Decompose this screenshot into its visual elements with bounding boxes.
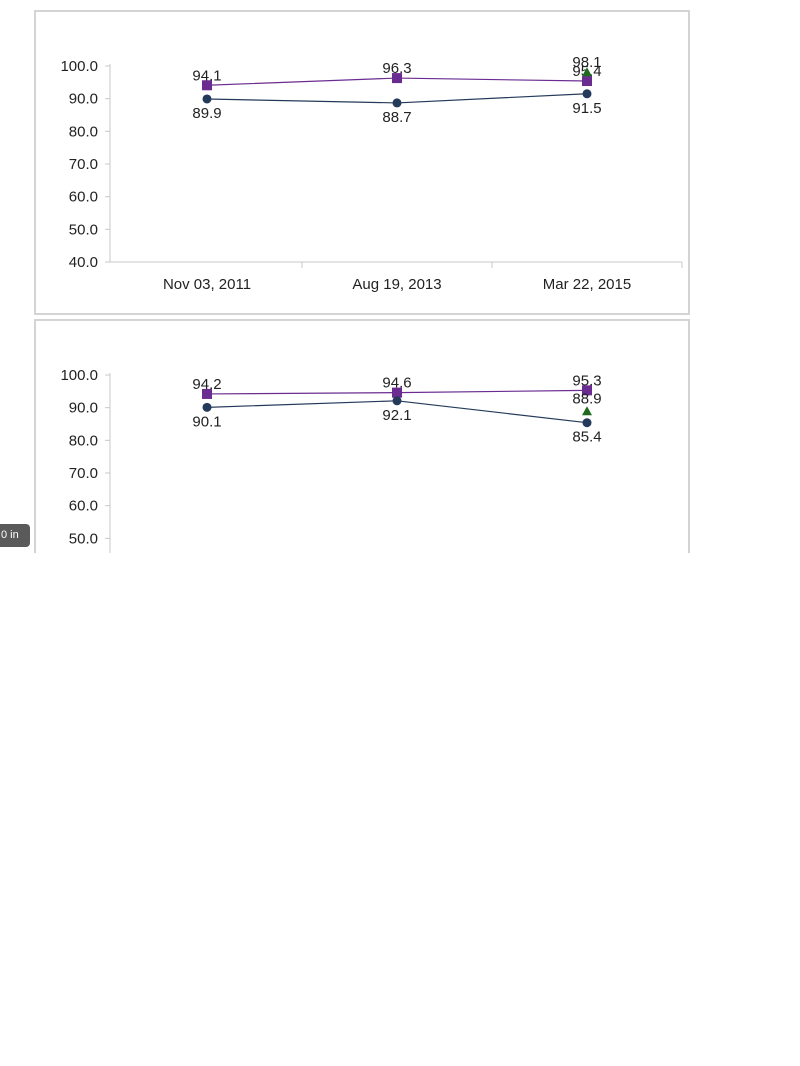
- data-point-square: [582, 385, 592, 396]
- y-tick-label: 40.0: [69, 254, 98, 271]
- data-label: 90.1: [192, 413, 221, 430]
- y-tick-label: 90.0: [69, 91, 98, 108]
- data-label: 85.4: [572, 429, 601, 446]
- y-tick-label: 70.0: [69, 465, 98, 482]
- y-tick-label: 60.0: [69, 189, 98, 206]
- data-label: 94.6: [382, 375, 411, 392]
- data-point-square: [202, 388, 212, 399]
- data-point-circle: [582, 418, 592, 428]
- data-point-circle: [392, 98, 402, 108]
- data-point-circle: [582, 89, 592, 99]
- x-tick-label: Nov 03, 2011: [163, 276, 251, 293]
- data-label: 88.9: [572, 390, 601, 407]
- y-tick-label: 50.0: [69, 221, 98, 238]
- chart-panel-2: 100.0 90.0 80.0 70.0 60.0 50.0 94.2 94.6 95.3 90.…: [34, 319, 690, 561]
- data-point-square: [392, 73, 402, 84]
- blank-area: [0, 553, 800, 1066]
- zoom-badge[interactable]: 0 in: [0, 524, 30, 547]
- data-label: 95.3: [572, 372, 601, 389]
- data-point-triangle: [582, 406, 592, 416]
- data-point-square: [202, 80, 212, 91]
- x-tick-label: Mar 22, 2015: [543, 276, 631, 293]
- data-point-square: [392, 387, 402, 398]
- y-tick-label: 50.0: [69, 530, 98, 547]
- chart-2-svg: 100.0 90.0 80.0 70.0 60.0 50.0 94.2 94.6 95.3 90.…: [60, 367, 602, 561]
- data-point-circle: [202, 402, 212, 412]
- chart-1-svg: 100.0 90.0 80.0 70.0 60.0 50.0 40.0 Nov 03, 201…: [60, 54, 683, 293]
- data-label: 94.1: [192, 67, 221, 84]
- data-label: 91.5: [572, 100, 601, 117]
- data-label: 98.1: [572, 54, 601, 71]
- data-point-triangle: [582, 67, 592, 77]
- y-tick-label: 100.0: [60, 367, 98, 384]
- data-label: 94.2: [192, 376, 221, 393]
- y-tick-label: 90.0: [69, 400, 98, 417]
- y-tick-label: 80.0: [69, 123, 98, 140]
- y-tick-label: 60.0: [69, 498, 98, 515]
- y-tick-label: 100.0: [60, 58, 98, 75]
- data-point-circle: [202, 94, 212, 104]
- y-tick-label: 80.0: [69, 432, 98, 449]
- y-tick-label: 70.0: [69, 156, 98, 173]
- chart-panel-1: 100.0 90.0 80.0 70.0 60.0 50.0 40.0 Nov 03, 201…: [34, 10, 690, 315]
- data-point-circle: [392, 396, 402, 406]
- data-label: 89.9: [192, 105, 221, 122]
- data-label: 96.3: [382, 60, 411, 77]
- data-point-square: [582, 76, 592, 87]
- data-label: 92.1: [382, 407, 411, 424]
- x-tick-label: Aug 19, 2013: [352, 276, 441, 293]
- data-label: 88.7: [382, 109, 411, 126]
